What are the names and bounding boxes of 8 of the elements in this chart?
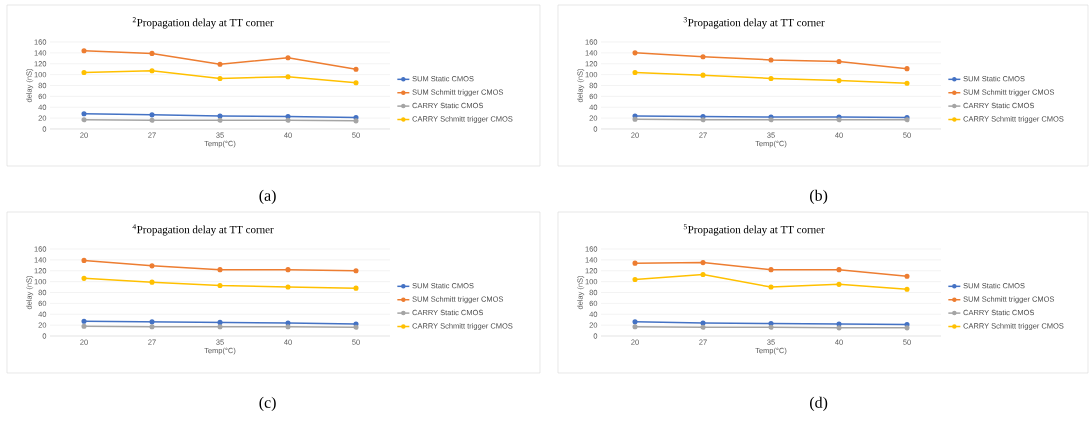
text: (c) [259, 396, 276, 412]
text: (b) [810, 189, 828, 205]
text: (a) [259, 189, 276, 205]
text: (d) [810, 396, 828, 412]
chart-title: $^{3}$Propagation delay at TT corner [683, 17, 825, 29]
chart-title: $^{5}$Propagation delay at TT corner [683, 224, 825, 236]
chart-title: $^{2}$Propagation delay at TT corner [132, 17, 274, 29]
chart-title: $^{4}$Propagation delay at TT corner [132, 224, 274, 236]
